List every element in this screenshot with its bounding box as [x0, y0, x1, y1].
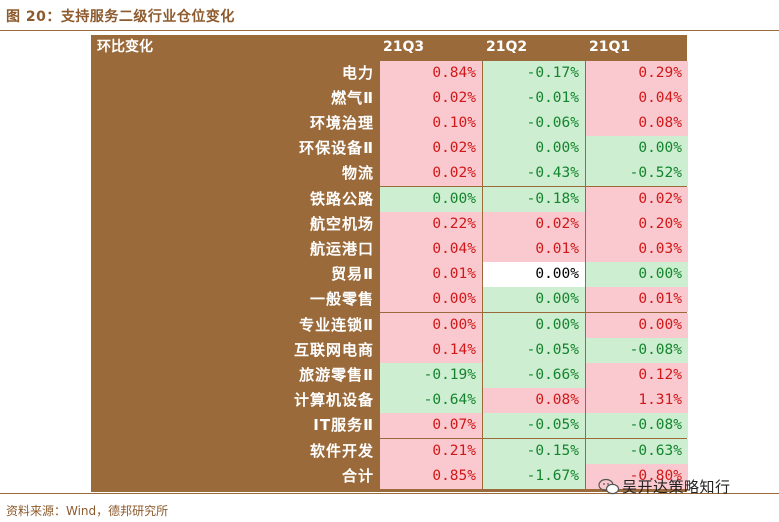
- row-label: 电力: [341, 63, 374, 82]
- table-row: 软件开发 0.21% -0.15% -0.63%: [91, 438, 688, 464]
- row-label: 旅游零售Ⅱ: [299, 365, 374, 384]
- value-cell: 0.02%: [483, 211, 585, 237]
- row-label: 铁路公路: [309, 189, 374, 208]
- row-label: 合计: [341, 466, 374, 485]
- value-cell: -0.05%: [483, 337, 585, 363]
- value-cell: -1.67%: [483, 463, 585, 489]
- wechat-icon: [598, 478, 620, 495]
- table-row: 铁路公路 0.00% -0.18% 0.02%: [91, 186, 688, 212]
- value-cell: -0.66%: [483, 362, 585, 389]
- column-header-21q1: 21Q1: [589, 39, 631, 55]
- figure-title: 图 20：支持服务二级行业仓位变化: [6, 9, 235, 25]
- value-cell: 0.00%: [380, 186, 482, 212]
- value-cell: 0.00%: [380, 312, 482, 338]
- value-cell: -0.15%: [483, 438, 585, 464]
- value-cell: 0.08%: [586, 110, 688, 137]
- table-row: 环保设备Ⅱ 0.02% 0.00% 0.00%: [91, 136, 688, 162]
- value-cell: 0.03%: [586, 236, 688, 263]
- row-label: 软件开发: [309, 441, 374, 460]
- table-row: 航空机场 0.22% 0.02% 0.20%: [91, 211, 688, 237]
- value-cell: -0.17%: [483, 60, 585, 86]
- value-cell: 0.84%: [380, 60, 482, 86]
- table-row: 合计 0.85% -1.67% -0.80%: [91, 463, 688, 489]
- value-cell: 0.00%: [483, 136, 585, 162]
- value-cell: 0.00%: [586, 312, 688, 338]
- top-divider: [0, 30, 779, 31]
- row-label: 一般零售: [309, 290, 374, 309]
- bottom-divider: [0, 493, 779, 494]
- value-cell: -0.63%: [586, 438, 688, 464]
- value-cell: 0.00%: [483, 312, 585, 338]
- value-cell: 0.04%: [586, 85, 688, 111]
- value-cell: 0.10%: [380, 110, 482, 137]
- value-cell: 0.01%: [586, 287, 688, 313]
- table-row: 旅游零售Ⅱ -0.19% -0.66% 0.12%: [91, 362, 688, 389]
- value-cell: -0.01%: [483, 85, 585, 111]
- row-label: 燃气Ⅱ: [331, 88, 374, 107]
- column-header-21q3: 21Q3: [383, 39, 425, 55]
- value-cell: 0.02%: [380, 161, 482, 187]
- value-cell: 0.07%: [380, 413, 482, 439]
- value-cell: -0.80%: [586, 463, 688, 489]
- value-cell: 0.00%: [380, 287, 482, 313]
- row-label: 物流: [341, 164, 374, 183]
- value-cell: -0.18%: [483, 186, 585, 212]
- value-cell: 0.29%: [586, 60, 688, 86]
- value-cell: -0.05%: [483, 413, 585, 439]
- row-label: 环保设备Ⅱ: [299, 139, 374, 158]
- value-cell: -0.08%: [586, 413, 688, 439]
- source-note: 资料来源：Wind，德邦研究所: [6, 504, 169, 518]
- value-cell: 0.00%: [483, 287, 585, 313]
- value-cell: 0.04%: [380, 236, 482, 263]
- corner-label: 环比变化: [97, 39, 153, 55]
- value-cell: -0.43%: [483, 161, 585, 187]
- table-row: 互联网电商 0.14% -0.05% -0.08%: [91, 337, 688, 363]
- value-cell: -0.08%: [586, 337, 688, 363]
- table-row: 物流 0.02% -0.43% -0.52%: [91, 161, 688, 187]
- value-cell: 0.14%: [380, 337, 482, 363]
- table-row: 燃气Ⅱ 0.02% -0.01% 0.04%: [91, 85, 688, 111]
- row-label: 贸易Ⅱ: [331, 265, 374, 284]
- value-cell: 0.00%: [586, 136, 688, 162]
- table-row: 计算机设备 -0.64% 0.08% 1.31%: [91, 388, 688, 414]
- table-row: 专业连锁Ⅱ 0.00% 0.00% 0.00%: [91, 312, 688, 338]
- table-row: IT服务Ⅱ 0.07% -0.05% -0.08%: [91, 413, 688, 439]
- value-cell: -0.52%: [586, 161, 688, 187]
- table-row: 环境治理 0.10% -0.06% 0.08%: [91, 110, 688, 137]
- value-cell: -0.64%: [380, 388, 482, 414]
- value-cell: 0.02%: [380, 136, 482, 162]
- row-label: 航运港口: [309, 239, 374, 258]
- value-cell: 0.01%: [483, 236, 585, 263]
- watermark-text: 吴开达策略知行: [622, 478, 731, 496]
- value-cell: 0.00%: [586, 262, 688, 288]
- table-row: 贸易Ⅱ 0.01% 0.00% 0.00%: [91, 262, 688, 288]
- row-label: 环境治理: [309, 113, 374, 132]
- value-cell: 0.02%: [586, 186, 688, 212]
- value-cell: 0.01%: [380, 262, 482, 288]
- row-label: IT服务Ⅱ: [313, 416, 374, 435]
- value-cell: 1.31%: [586, 388, 688, 414]
- value-cell: 0.21%: [380, 438, 482, 464]
- value-cell: -0.06%: [483, 110, 585, 137]
- row-label: 航空机场: [309, 214, 374, 233]
- row-label: 计算机设备: [293, 391, 374, 410]
- row-label: 互联网电商: [293, 340, 374, 359]
- value-cell: 0.22%: [380, 211, 482, 237]
- value-cell: 0.08%: [483, 388, 585, 414]
- column-header-21q2: 21Q2: [486, 39, 528, 55]
- value-cell: 0.00%: [483, 262, 585, 288]
- position-change-table: 环比变化 21Q3 21Q2 21Q1 电力 0.84% -0.17% 0.29% 燃气…: [91, 35, 688, 492]
- table-row: 航运港口 0.04% 0.01% 0.03%: [91, 236, 688, 263]
- value-cell: -0.19%: [380, 362, 482, 389]
- table-row: 一般零售 0.00% 0.00% 0.01%: [91, 287, 688, 313]
- table-row: 电力 0.84% -0.17% 0.29%: [91, 60, 688, 86]
- value-cell: 0.85%: [380, 463, 482, 489]
- value-cell: 0.20%: [586, 211, 688, 237]
- value-cell: 0.12%: [586, 362, 688, 389]
- value-cell: 0.02%: [380, 85, 482, 111]
- row-label: 专业连锁Ⅱ: [299, 315, 374, 334]
